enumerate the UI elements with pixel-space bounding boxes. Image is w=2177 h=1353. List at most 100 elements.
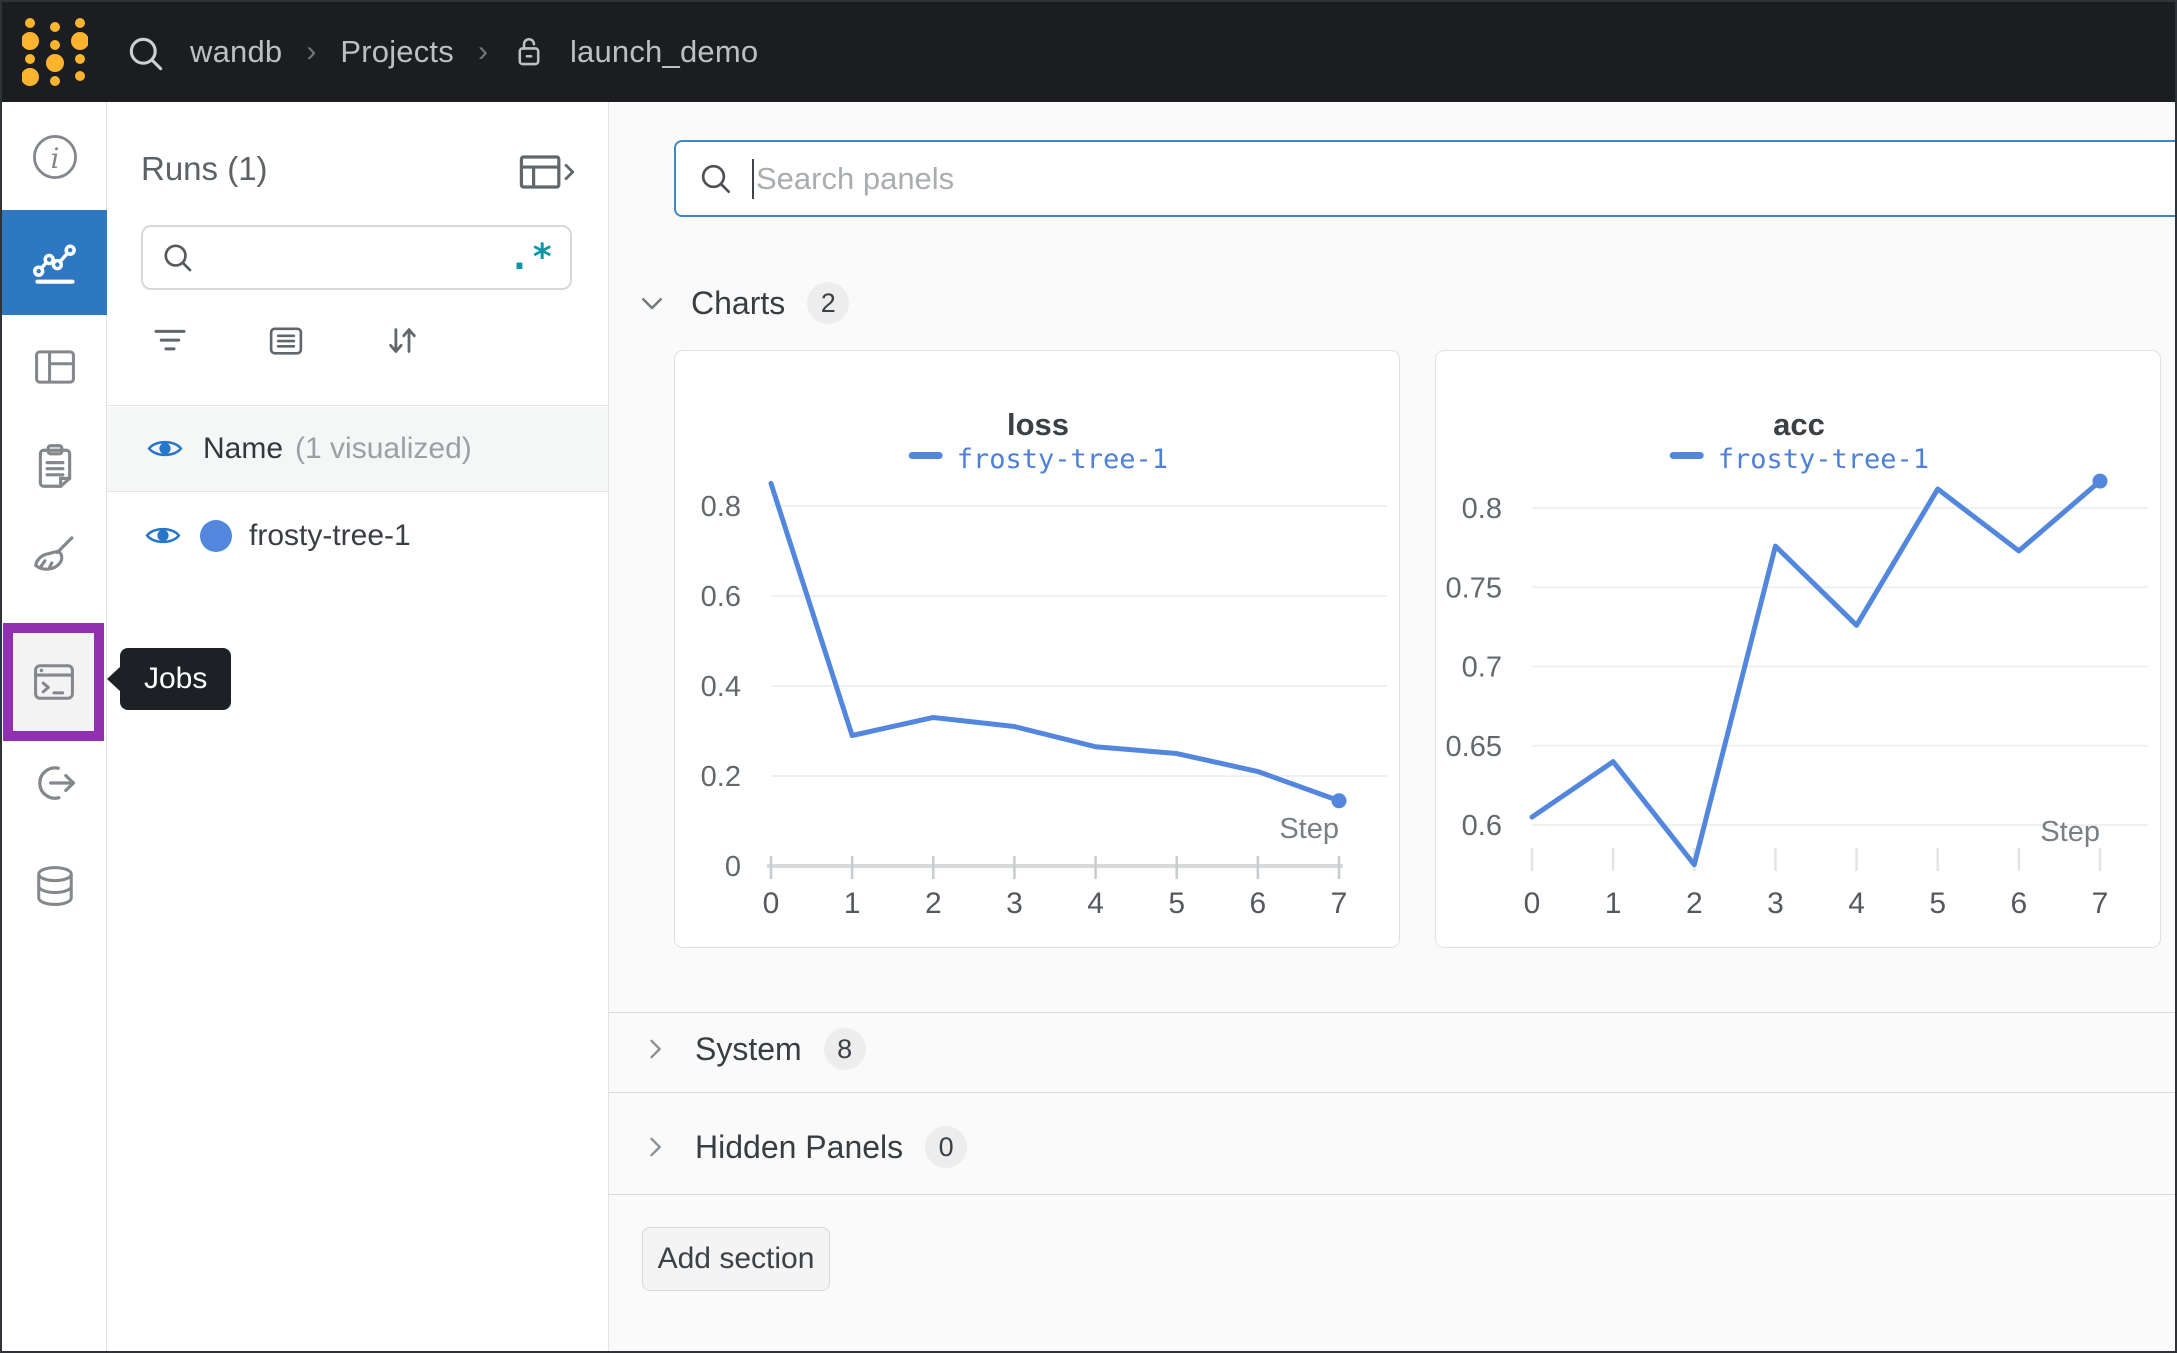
sidebar-item-overview[interactable]: i — [2, 131, 107, 183]
line-chart-icon — [32, 243, 76, 284]
database-icon — [36, 866, 73, 906]
sidebar-item-automations[interactable] — [2, 757, 107, 809]
runs-toolbar — [149, 320, 423, 362]
svg-text:0.6: 0.6 — [701, 581, 741, 613]
breadcrumb: wandb › Projects › launch_demo — [190, 2, 758, 102]
runs-list-header[interactable]: Name (1 visualized) — [107, 406, 608, 492]
wandb-logo-icon[interactable] — [22, 14, 88, 90]
eye-visible-icon[interactable] — [145, 523, 181, 548]
regex-toggle-icon[interactable]: .* — [508, 237, 554, 278]
svg-text:7: 7 — [1331, 887, 1348, 920]
divider — [609, 1092, 2175, 1093]
sidebar-item-logs[interactable] — [2, 439, 107, 493]
svg-text:0.75: 0.75 — [1446, 572, 1502, 604]
svg-text:0.2: 0.2 — [701, 761, 741, 793]
section-count-badge: 0 — [925, 1126, 968, 1168]
run-name[interactable]: frosty-tree-1 — [249, 518, 411, 552]
svg-text:acc: acc — [1773, 407, 1825, 442]
chevron-right-icon: › — [477, 35, 488, 68]
breadcrumb-projects[interactable]: Projects — [340, 34, 454, 69]
terminal-jobs-icon — [33, 664, 74, 700]
run-row[interactable]: frosty-tree-1 — [107, 493, 608, 578]
svg-text:1: 1 — [1605, 887, 1622, 920]
jobs-tooltip: Jobs — [106, 648, 232, 710]
section-count-badge: 2 — [807, 282, 850, 324]
chart-panel-loss[interactable]: 0 0.2 0.4 0.6 0.8 0 1 2 3 4 5 6 7 Step loss frosty-tree… — [674, 350, 1400, 948]
sidebar-item-sweeps[interactable] — [2, 530, 107, 584]
link-arrow-icon — [37, 766, 75, 800]
sidebar-item-workspace-selected[interactable] — [2, 210, 107, 315]
info-icon: i — [32, 135, 77, 179]
svg-text:2: 2 — [925, 887, 942, 920]
top-navigation-bar: wandb › Projects › launch_demo — [2, 2, 2175, 102]
svg-text:0.8: 0.8 — [701, 491, 741, 523]
breadcrumb-entity[interactable]: wandb — [190, 34, 283, 69]
chevron-right-icon[interactable] — [641, 1133, 675, 1161]
runs-column-name: Name — [203, 431, 284, 465]
eye-visible-icon[interactable] — [147, 436, 183, 461]
add-section-button[interactable]: Add section — [642, 1227, 830, 1291]
search-icon — [164, 243, 192, 271]
section-charts-header[interactable]: Charts 2 — [637, 280, 850, 326]
section-hidden-panels-header[interactable]: Hidden Panels 0 — [641, 1120, 968, 1174]
chevron-right-icon[interactable] — [641, 1035, 675, 1063]
svg-text:3: 3 — [1006, 887, 1023, 920]
chevron-right-icon: › — [306, 35, 317, 68]
svg-text:4: 4 — [1848, 887, 1865, 920]
workspace-main: Charts 2 00.20.40.60.801234567Steplossfr… — [609, 102, 2175, 1351]
svg-text:4: 4 — [1087, 887, 1104, 920]
svg-text:i: i — [50, 142, 59, 175]
runs-panel-title: Runs (1) — [141, 150, 268, 187]
table-icon — [34, 350, 75, 384]
section-system-header[interactable]: System 8 — [641, 1022, 866, 1076]
loss-chart: 0 0.2 0.4 0.6 0.8 0 1 2 3 4 5 6 7 Step lossfrosty-tree… — [701, 407, 1387, 920]
chevron-down-icon[interactable] — [637, 288, 671, 318]
svg-text:2: 2 — [1686, 887, 1703, 920]
svg-text:Step: Step — [1279, 813, 1339, 845]
divider — [609, 1194, 2175, 1195]
svg-text:0: 0 — [1524, 887, 1541, 920]
breadcrumb-project-name[interactable]: launch_demo — [569, 34, 759, 69]
section-count-badge: 8 — [823, 1028, 866, 1070]
acc-chart: 0.6 0.65 0.7 0.75 0.8 0 1 2 3 4 5 6 7 Step accfrosty-t… — [1446, 407, 2148, 920]
svg-text:0.65: 0.65 — [1446, 731, 1502, 763]
filter-icon[interactable] — [149, 320, 191, 362]
table-expand-icon — [519, 155, 575, 189]
svg-text:0: 0 — [763, 887, 780, 920]
svg-text:6: 6 — [1250, 887, 1267, 920]
panel-search-input[interactable] — [756, 160, 2161, 197]
jobs-annotation-highlight[interactable] — [3, 623, 104, 741]
svg-text:7: 7 — [2092, 887, 2109, 920]
svg-text:6: 6 — [2011, 887, 2028, 920]
divider — [609, 1012, 2175, 1013]
list-settings-icon[interactable] — [265, 320, 307, 362]
broom-icon — [33, 536, 73, 571]
svg-text:Step: Step — [2040, 816, 2100, 848]
section-label: Charts — [691, 284, 786, 321]
search-icon[interactable] — [124, 32, 168, 76]
divider — [107, 405, 608, 406]
svg-text:0: 0 — [725, 851, 741, 883]
svg-text:0.4: 0.4 — [701, 671, 741, 703]
svg-text:5: 5 — [1168, 887, 1185, 920]
svg-text:frosty-tree-1: frosty-tree-1 — [1718, 444, 1929, 475]
search-icon — [701, 164, 730, 193]
sidebar-item-artifacts[interactable] — [2, 860, 107, 912]
svg-text:1: 1 — [844, 887, 861, 920]
svg-text:frosty-tree-1: frosty-tree-1 — [957, 444, 1168, 475]
run-color-dot — [200, 519, 232, 552]
panel-search-box[interactable] — [674, 140, 2175, 217]
sidebar-item-table[interactable] — [2, 341, 107, 393]
svg-text:5: 5 — [1929, 887, 1946, 920]
svg-text:loss: loss — [1007, 407, 1069, 442]
svg-text:0.6: 0.6 — [1462, 810, 1502, 842]
runs-search-input[interactable] — [197, 241, 509, 274]
sort-icon[interactable] — [381, 320, 423, 362]
expand-runs-table-button[interactable] — [515, 146, 577, 198]
chart-panel-acc[interactable]: 0.6 0.65 0.7 0.75 0.8 0 1 2 3 4 5 6 7 Step acc frosty-t… — [1435, 350, 2161, 948]
clipboard-icon — [38, 444, 71, 488]
lock-icon — [518, 38, 540, 66]
section-label: Hidden Panels — [695, 1128, 904, 1165]
runs-search-box[interactable]: .* — [141, 225, 572, 290]
